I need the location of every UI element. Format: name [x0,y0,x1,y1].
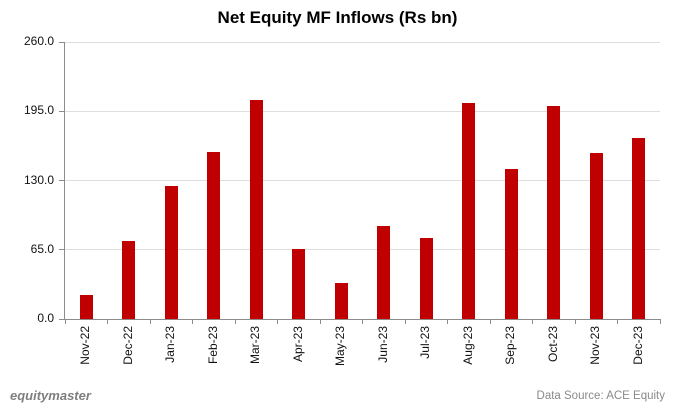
x-tick-label-Jun-23: Jun-23 [375,326,390,363]
x-tick-mark [617,319,618,324]
y-axis-line [64,42,65,320]
y-tick-label-130.0: 130.0 [23,172,54,187]
bar-May-23 [334,282,348,319]
x-tick-mark [447,319,448,324]
y-tick-mark [59,41,65,43]
x-tick-label-Dec-23: Dec-23 [630,326,645,365]
gridline-130.0 [65,180,660,181]
x-tick-label-Apr-23: Apr-23 [290,326,305,363]
bar-Dec-22 [122,241,136,319]
x-tick-mark [532,319,533,324]
bar-Aug-23 [462,102,476,319]
x-tick-mark [319,319,321,324]
y-tick-mark [59,110,65,112]
x-tick-mark [574,319,576,324]
y-tick-label-260.0: 260.0 [23,34,54,48]
y-tick-label-195.0: 195.0 [23,103,54,118]
chart-title: Net Equity MF Inflows (Rs bn) [217,8,458,27]
bar-Dec-23 [632,137,646,319]
x-tick-label-Oct-23: Oct-23 [545,326,560,363]
bar-Jul-23 [419,238,433,319]
x-tick-label-Sep-23: Sep-23 [503,326,518,365]
x-tick-mark [234,319,236,324]
x-tick-mark [64,319,66,324]
x-tick-label-Nov-22: Nov-22 [78,326,93,365]
x-tick-mark [192,319,193,324]
gridline-195.0 [65,110,660,112]
x-tick-mark [404,319,406,324]
bar-Jan-23 [164,185,178,319]
x-tick-label-Aug-23: Aug-23 [460,326,475,365]
data-source-label: Data Source: ACE Equity [536,390,665,402]
plot-area [59,41,661,324]
bar-Nov-23 [589,152,603,319]
gridline-260.0 [65,41,660,43]
x-tick-mark [362,319,363,324]
x-tick-label-Feb-23: Feb-23 [205,326,220,365]
bar-Mar-23 [249,99,263,319]
x-tick-label-Dec-22: Dec-22 [120,326,135,365]
bar-Jun-23 [377,226,391,319]
x-tick-label-May-23: May-23 [333,326,348,367]
x-tick-mark [277,319,278,324]
x-tick-mark [489,319,491,324]
y-tick-mark [59,249,65,251]
bar-Oct-23 [547,105,561,319]
bar-Nov-22 [79,294,93,319]
x-tick-label-Mar-23: Mar-23 [248,326,263,365]
bar-Apr-23 [292,248,306,319]
y-tick-mark [59,180,65,181]
x-tick-label-Jul-23: Jul-23 [418,326,433,359]
x-tick-mark [107,319,108,324]
bar-Sep-23 [504,168,518,319]
x-tick-mark [659,319,661,324]
equitymaster-logo: equitymaster [10,388,91,403]
y-tick-mark [59,318,65,320]
gridline-65.0 [65,249,660,251]
bar-Feb-23 [207,151,221,319]
x-tick-label-Nov-23: Nov-23 [588,326,603,365]
x-tick-mark [149,319,151,324]
x-tick-label-Jan-23: Jan-23 [163,326,178,363]
y-tick-label-0.0: 0.0 [37,311,54,325]
y-tick-label-65.0: 65.0 [30,241,54,256]
